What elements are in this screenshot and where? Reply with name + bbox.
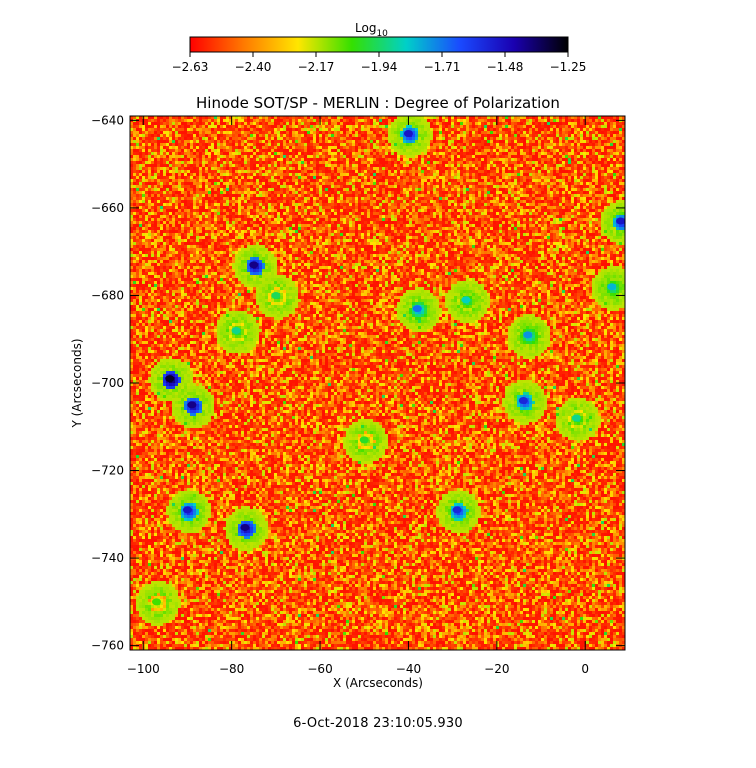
- polarization-feature: [165, 375, 174, 382]
- y-tick-label: −700: [91, 376, 124, 390]
- polarization-feature: [187, 401, 196, 408]
- colorbar-tick-label: −1.48: [487, 60, 524, 74]
- x-tick-label: −80: [219, 662, 244, 676]
- polarization-feature: [152, 598, 161, 605]
- colorbar-tick-label: −2.63: [172, 60, 209, 74]
- observation-timestamp: 6-Oct-2018 23:10:05.930: [0, 716, 756, 731]
- y-tick-label: −720: [91, 464, 124, 478]
- chart-title: Hinode SOT/SP - MERLIN : Degree of Polar…: [196, 94, 560, 112]
- y-tick-label: −740: [91, 551, 124, 565]
- colorbar-tick-label: −1.94: [361, 60, 398, 74]
- polarization-feature: [607, 283, 616, 290]
- polarization-feature: [183, 506, 192, 513]
- polarization-feature: [572, 415, 581, 422]
- polarization-feature: [360, 436, 369, 443]
- colorbar-ticks: −2.63 −2.40 −2.17 −1.94 −1.71 −1.48 −1.25: [172, 52, 587, 74]
- y-tick-label: −660: [91, 201, 124, 215]
- polarization-feature: [249, 261, 258, 268]
- y-tick-label: −680: [91, 288, 124, 302]
- colorbar-title: Log10: [355, 21, 388, 39]
- heatmap-image: [130, 116, 625, 650]
- polarization-feature: [240, 524, 249, 531]
- colorbar-swatch: [190, 37, 568, 52]
- polarization-feature: [404, 130, 413, 137]
- colorbar: Log10 −2.63 −2.40 −2.17 −1.94 −1.71 −1.48 −1.2…: [172, 21, 587, 74]
- polarization-feature: [271, 292, 280, 299]
- polarization-feature: [461, 296, 470, 303]
- x-tick-label: −40: [396, 662, 421, 676]
- polarization-feature: [616, 218, 625, 225]
- y-tick-label: −640: [91, 113, 124, 127]
- polarization-feature: [232, 327, 241, 334]
- polarization-feature: [523, 331, 532, 338]
- polarization-feature: [519, 397, 528, 404]
- polarization-feature: [453, 506, 462, 513]
- y-axis-label: Y (Arcseconds): [70, 338, 84, 428]
- plot-area: −100 −80 −60 −40 −20 0 −640 −660 −680 −700 −720 −7…: [91, 113, 625, 676]
- x-tick-label: −60: [307, 662, 332, 676]
- x-tick-label: −100: [127, 662, 160, 676]
- colorbar-tick-label: −1.25: [550, 60, 587, 74]
- colorbar-tick-label: −2.40: [235, 60, 272, 74]
- x-tick-label: −20: [484, 662, 509, 676]
- colorbar-tick-label: −2.17: [298, 60, 335, 74]
- x-tick-label: 0: [581, 662, 589, 676]
- colorbar-tick-label: −1.71: [424, 60, 461, 74]
- polarization-feature: [413, 305, 422, 312]
- y-tick-label: −760: [91, 639, 124, 653]
- x-axis-label: X (Arcseconds): [333, 676, 423, 690]
